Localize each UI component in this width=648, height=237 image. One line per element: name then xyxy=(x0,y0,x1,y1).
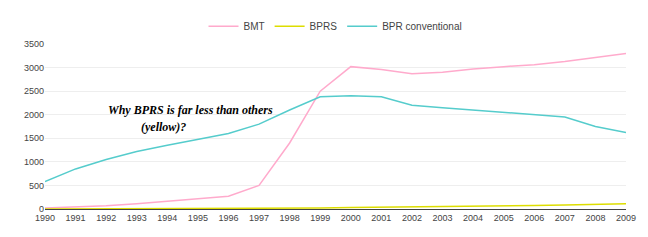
svg-text:2004: 2004 xyxy=(463,213,483,223)
svg-text:2005: 2005 xyxy=(494,213,514,223)
svg-text:2500: 2500 xyxy=(24,86,44,96)
svg-text:BMT: BMT xyxy=(244,21,265,32)
svg-text:2008: 2008 xyxy=(585,213,605,223)
svg-text:2000: 2000 xyxy=(24,110,44,120)
svg-text:0: 0 xyxy=(39,204,44,214)
svg-text:2002: 2002 xyxy=(402,213,422,223)
svg-text:Why BPRS is far less than othe: Why BPRS is far less than others xyxy=(108,103,273,117)
svg-text:1500: 1500 xyxy=(24,133,44,143)
svg-text:1990: 1990 xyxy=(35,213,55,223)
svg-text:2001: 2001 xyxy=(371,213,391,223)
svg-text:2006: 2006 xyxy=(524,213,544,223)
svg-text:1995: 1995 xyxy=(188,213,208,223)
svg-text:1994: 1994 xyxy=(157,213,177,223)
svg-text:1000: 1000 xyxy=(24,157,44,167)
svg-text:2003: 2003 xyxy=(433,213,453,223)
svg-text:2009: 2009 xyxy=(616,213,636,223)
svg-text:1996: 1996 xyxy=(218,213,238,223)
svg-text:2000: 2000 xyxy=(341,213,361,223)
svg-text:2007: 2007 xyxy=(555,213,575,223)
svg-text:BPRS: BPRS xyxy=(310,21,338,32)
svg-text:(yellow)?: (yellow)? xyxy=(108,120,186,134)
svg-text:1991: 1991 xyxy=(66,213,86,223)
svg-text:1992: 1992 xyxy=(96,213,116,223)
svg-text:1998: 1998 xyxy=(280,213,300,223)
svg-text:1999: 1999 xyxy=(310,213,330,223)
svg-text:3000: 3000 xyxy=(24,63,44,73)
svg-text:BPR conventional: BPR conventional xyxy=(382,21,462,32)
svg-text:1993: 1993 xyxy=(127,213,147,223)
svg-text:3500: 3500 xyxy=(24,39,44,49)
svg-text:500: 500 xyxy=(29,181,44,191)
svg-text:1997: 1997 xyxy=(249,213,269,223)
